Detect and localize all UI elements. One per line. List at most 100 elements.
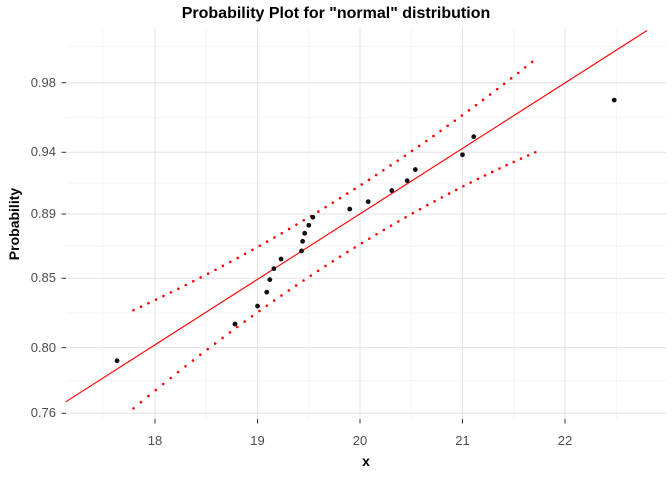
confidence-band-dot-lower [526,154,530,157]
confidence-band-dot-upper [132,308,135,312]
confidence-band-dot-lower [169,376,172,380]
confidence-band-dot-upper [191,279,195,283]
confidence-band-dot-upper [147,301,150,305]
confidence-band-dot-lower [316,269,320,273]
confidence-band-dot-upper [295,223,298,226]
confidence-band-dot-lower [184,364,187,368]
data-point [271,266,277,272]
x-tick-label: 20 [352,433,368,448]
confidence-band-dot-lower [476,177,480,181]
data-point [412,167,418,172]
confidence-band-dot-upper [139,305,143,309]
confidence-band-dot-lower [258,309,261,313]
x-tick-label: 21 [455,433,470,448]
confidence-band-dot-upper [324,205,327,209]
confidence-band-dot-lower [353,246,356,249]
confidence-band-dot-lower [454,188,458,192]
confidence-band-dot-lower [228,331,232,334]
confidence-band-dot-lower [338,255,342,258]
confidence-band-dot-upper [382,168,385,172]
confidence-band-dot-lower [139,400,143,404]
confidence-band-dot-upper [446,124,449,128]
confidence-band-dot-upper [417,144,421,148]
confidence-band-dot-upper [453,119,457,123]
confidence-band-dot-upper [460,114,464,117]
confidence-band-dot-upper [331,201,335,204]
confidence-band-dot-upper [287,227,291,231]
confidence-band-dot-upper [302,219,306,222]
confidence-band-dot-lower [191,359,195,362]
y-tick-label: 0.85 [30,270,56,286]
data-point [299,248,304,254]
confidence-band-dot-lower [199,353,202,357]
confidence-band-dot-upper [410,149,414,153]
confidence-band-dot-lower [382,228,386,232]
confidence-band-dot-lower [512,160,516,164]
confidence-band-dot-upper [439,129,442,133]
data-point [365,199,371,205]
confidence-band-dot-lower [375,232,378,236]
confidence-band-dot-upper [199,276,202,279]
confidence-band-dot-lower [469,181,472,184]
confidence-band-dot-upper [316,210,320,213]
confidence-band-dot-upper [345,192,349,195]
confidence-band-dot-lower [206,347,210,351]
data-point [347,206,353,212]
data-point [471,134,477,140]
data-point [255,303,260,309]
confidence-band-dot-lower [533,150,537,154]
x-tick-label: 22 [557,433,573,448]
confidence-band-dot-lower [490,170,494,174]
y-tick-label: 0.80 [30,339,56,355]
confidence-band-dot-upper [229,260,232,264]
y-tick-label: 0.94 [30,144,56,160]
data-point [310,214,316,220]
x-tick-label: 18 [147,433,163,448]
confidence-band-dot-upper [488,93,492,96]
fit-line [65,30,648,403]
data-point [306,222,312,228]
confidence-band-dot-lower [161,382,165,386]
data-point [404,178,410,184]
confidence-band-dot-upper [403,154,407,158]
confidence-band-dot-lower [287,289,291,292]
confidence-band-dot-upper [425,139,428,143]
confidence-band-dot-lower [447,192,451,195]
confidence-band-dot-lower [346,250,349,254]
confidence-band-dot-lower [221,336,224,340]
confidence-band-dot-upper [353,187,356,191]
confidence-band-dot-upper [509,77,513,80]
data-point [114,358,120,364]
chart-title: Probability Plot for "normal" distributi… [181,5,491,22]
confidence-band-dot-upper [280,231,284,235]
confidence-band-dot-lower [294,284,298,287]
data-point [300,238,306,244]
confidence-band-dot-lower [360,241,364,245]
confidence-band-dot-upper [530,60,534,64]
confidence-band-dot-lower [462,184,465,188]
confidence-band-dot-lower [483,174,487,177]
confidence-band-dot-upper [214,268,217,272]
confidence-band-dot-lower [154,388,158,392]
confidence-band-dot-lower [331,260,335,263]
data-point [611,97,617,103]
confidence-band-dot-lower [433,199,436,203]
confidence-band-dot-upper [154,298,158,301]
data-point [302,230,308,236]
confidence-band-dot-lower [132,407,135,410]
confidence-band-dot-upper [162,294,165,298]
data-point [460,152,465,158]
confidence-band-dot-lower [411,211,415,215]
y-tick-label: 0.76 [30,405,56,421]
x-tick-label: 19 [250,433,265,448]
y-tick-label: 0.98 [30,74,56,90]
confidence-band-dot-lower [519,157,523,160]
confidence-band-dot-upper [221,264,225,268]
confidence-band-dot-upper [169,291,173,294]
confidence-band-dot-upper [474,103,478,107]
confidence-band-dot-upper [338,196,342,200]
confidence-band-dot-lower [280,294,283,297]
confidence-band-dot-upper [265,240,269,243]
data-point [267,277,273,283]
confidence-band-dot-upper [516,71,520,75]
